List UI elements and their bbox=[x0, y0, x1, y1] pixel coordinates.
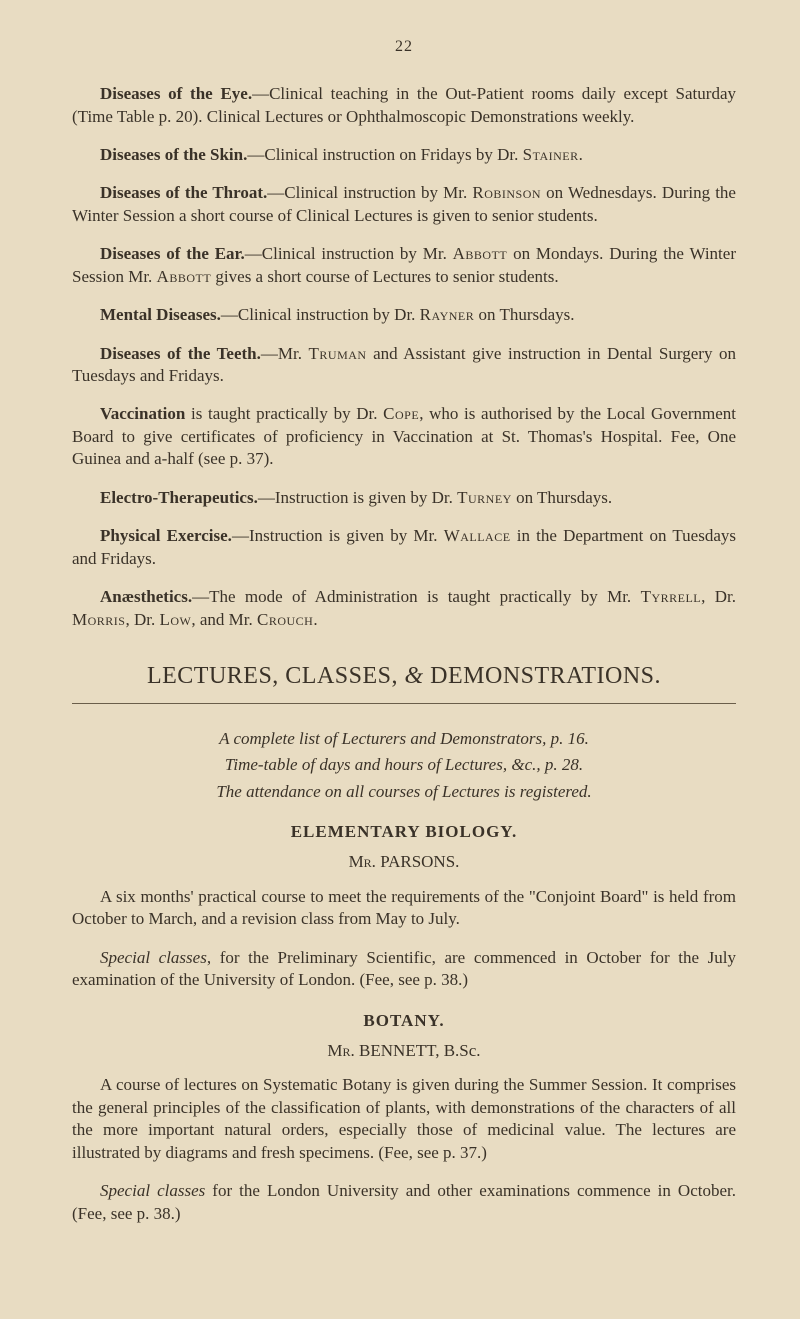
section-title-b: DEMONSTRATIONS. bbox=[424, 663, 661, 689]
paragraph-ear: Diseases of the Ear.—Clinical instructio… bbox=[72, 243, 736, 288]
text: —Clinical instruction by Mr. bbox=[267, 183, 472, 202]
botany-p2: Special classes for the London Universit… bbox=[72, 1180, 736, 1225]
name-abbott-1: Abbott bbox=[453, 244, 508, 263]
name-low: Low bbox=[159, 610, 191, 629]
lead-physical: Physical Exercise. bbox=[100, 526, 232, 545]
ref-line-3: The attendance on all courses of Lecture… bbox=[72, 781, 736, 803]
ref-line-1: A complete list of Lecturers and Demonst… bbox=[72, 728, 736, 750]
presenter-prefix: Mr. bbox=[349, 852, 376, 871]
ref-line-2: Time-table of days and hours of Lectures… bbox=[72, 754, 736, 776]
text: —Clinical instruction by Mr. bbox=[245, 244, 453, 263]
text: , Dr. bbox=[701, 587, 736, 606]
paragraph-throat: Diseases of the Throat.—Clinical instruc… bbox=[72, 182, 736, 227]
lead-electro: Electro-Therapeutics. bbox=[100, 488, 258, 507]
text: on Thursdays. bbox=[512, 488, 612, 507]
lead-teeth: Diseases of the Teeth. bbox=[100, 344, 261, 363]
text: —Clinical instruction by Dr. bbox=[221, 305, 420, 324]
lead-ear: Diseases of the Ear. bbox=[100, 244, 245, 263]
text: gives a short course of Lectures to seni… bbox=[211, 267, 558, 286]
name-morris: Morris bbox=[72, 610, 125, 629]
botany-heading: BOTANY. bbox=[72, 1010, 736, 1032]
text: —Instruction is given by Dr. bbox=[258, 488, 457, 507]
text: —The mode of Administration is taught pr… bbox=[192, 587, 640, 606]
name-robinson: Robinson bbox=[472, 183, 541, 202]
presenter-name: PARSONS. bbox=[376, 852, 459, 871]
section-title: LECTURES, CLASSES, & DEMONSTRATIONS. bbox=[72, 661, 736, 693]
biology-presenter: Mr. PARSONS. bbox=[72, 851, 736, 873]
lead-mental: Mental Diseases. bbox=[100, 305, 221, 324]
paragraph-electro: Electro-Therapeutics.—Instruction is giv… bbox=[72, 487, 736, 509]
botany-presenter: Mr. BENNETT, B.Sc. bbox=[72, 1040, 736, 1062]
name-wallace: Wallace bbox=[444, 526, 511, 545]
text: —Instruction is given by Mr. bbox=[232, 526, 444, 545]
paragraph-physical: Physical Exercise.—Instruction is given … bbox=[72, 525, 736, 570]
lead-anaesthetics: Anæsthetics. bbox=[100, 587, 192, 606]
presenter-name: BENNETT, B.Sc. bbox=[355, 1041, 481, 1060]
name-rayner: Rayner bbox=[420, 305, 475, 324]
text: . bbox=[313, 610, 317, 629]
text: —Clinical instruction on Fridays by Dr. bbox=[247, 145, 522, 164]
text: —Mr. bbox=[261, 344, 309, 363]
paragraph-anaesthetics: Anæsthetics.—The mode of Administration … bbox=[72, 586, 736, 631]
paragraph-vaccination: Vaccination is taught practically by Dr.… bbox=[72, 403, 736, 470]
presenter-prefix: Mr. bbox=[327, 1041, 354, 1060]
text: is taught practically by Dr. bbox=[185, 404, 383, 423]
name-cope: Cope bbox=[383, 404, 419, 423]
name-turney: Turney bbox=[457, 488, 512, 507]
page-number: 22 bbox=[72, 36, 736, 57]
text: on Thursdays. bbox=[474, 305, 574, 324]
text: . bbox=[579, 145, 583, 164]
paragraph-teeth: Diseases of the Teeth.—Mr. Truman and As… bbox=[72, 343, 736, 388]
section-title-a: LECTURES, CLASSES, bbox=[147, 663, 405, 689]
biology-p1: A six months' practical course to meet t… bbox=[72, 886, 736, 931]
lead-eye: Diseases of the Eye. bbox=[100, 84, 252, 103]
name-tyrrell: Tyrrell bbox=[641, 587, 702, 606]
text: , and Mr. bbox=[191, 610, 257, 629]
biology-heading: ELEMENTARY BIOLOGY. bbox=[72, 821, 736, 843]
botany-p1: A course of lectures on Systematic Botan… bbox=[72, 1074, 736, 1164]
lead-vaccination: Vaccination bbox=[100, 404, 185, 423]
section-rule bbox=[72, 703, 736, 704]
special-classes-label: Special classes bbox=[100, 1181, 205, 1200]
name-abbott-2: Abbott bbox=[157, 267, 212, 286]
section-title-amp: & bbox=[405, 663, 424, 689]
lead-throat: Diseases of the Throat. bbox=[100, 183, 267, 202]
name-truman: Truman bbox=[309, 344, 367, 363]
text: , Dr. bbox=[125, 610, 159, 629]
name-crouch: Crouch bbox=[257, 610, 313, 629]
lead-skin: Diseases of the Skin. bbox=[100, 145, 247, 164]
paragraph-mental: Mental Diseases.—Clinical instruction by… bbox=[72, 304, 736, 326]
paragraph-skin: Diseases of the Skin.—Clinical instructi… bbox=[72, 144, 736, 166]
biology-p2: Special classes, for the Preliminary Sci… bbox=[72, 947, 736, 992]
special-classes-label: Special classes bbox=[100, 948, 207, 967]
paragraph-eye: Diseases of the Eye.—Clinical teaching i… bbox=[72, 83, 736, 128]
name-stainer: Stainer bbox=[523, 145, 579, 164]
